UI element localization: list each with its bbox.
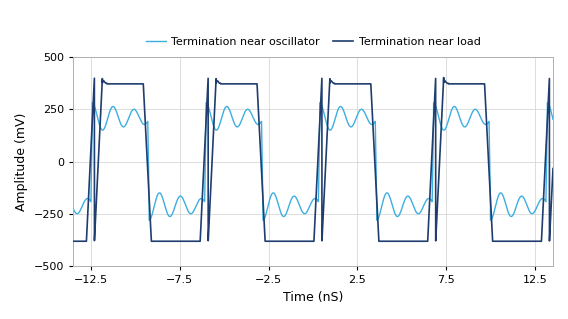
Y-axis label: Amplitude (mV): Amplitude (mV) xyxy=(15,112,28,211)
Legend: Termination near oscillator, Termination near load: Termination near oscillator, Termination… xyxy=(141,33,485,52)
Termination near load xyxy=(94,182,101,186)
Termination near oscillator xyxy=(550,117,557,121)
Termination near oscillator xyxy=(425,197,432,200)
Line: Termination near oscillator: Termination near oscillator xyxy=(73,103,553,220)
Termination near oscillator xyxy=(94,115,101,118)
Termination near load xyxy=(70,239,77,243)
Termination near load xyxy=(244,82,250,86)
Termination near oscillator xyxy=(244,108,250,111)
Termination near load xyxy=(451,82,458,86)
X-axis label: Time (nS): Time (nS) xyxy=(283,291,343,304)
Termination near load xyxy=(440,76,447,79)
Termination near load xyxy=(354,82,361,86)
Termination near oscillator xyxy=(70,206,77,210)
Termination near load xyxy=(550,167,557,170)
Termination near oscillator xyxy=(354,114,361,117)
Termination near load xyxy=(425,215,432,219)
Termination near oscillator xyxy=(451,105,458,108)
Termination near oscillator xyxy=(375,217,382,220)
Termination near oscillator xyxy=(89,101,95,105)
Line: Termination near load: Termination near load xyxy=(73,78,553,241)
Termination near load xyxy=(374,223,381,227)
Termination near oscillator xyxy=(146,218,153,222)
